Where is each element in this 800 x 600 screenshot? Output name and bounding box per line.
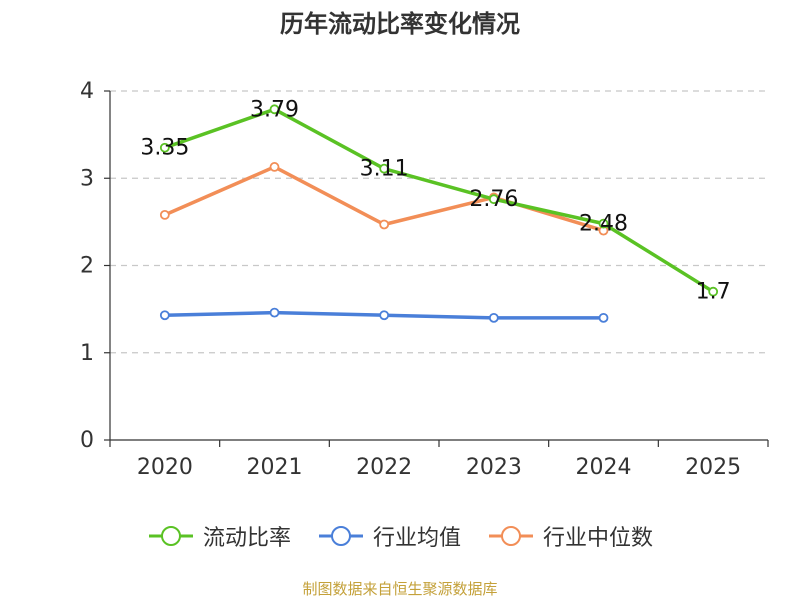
y-tick-label: 3 — [80, 166, 94, 191]
x-tick-label: 2022 — [356, 455, 412, 480]
legend-marker-industry-median — [489, 526, 533, 546]
y-tick-label: 4 — [80, 79, 94, 104]
x-tick-label: 2021 — [247, 455, 303, 480]
legend-marker-current-ratio — [148, 526, 193, 546]
data-point-1 — [488, 312, 499, 323]
x-tick-label: 2025 — [685, 455, 741, 480]
data-point-0 — [488, 194, 499, 205]
series-line-0 — [164, 107, 715, 294]
y-tick-label: 2 — [80, 254, 94, 279]
x-tick-label: 2023 — [466, 455, 522, 480]
x-tick-label: 2024 — [576, 455, 632, 480]
data-point-1 — [269, 307, 280, 318]
legend-label-current-ratio: 流动比率 — [202, 526, 291, 551]
data-point-0 — [269, 104, 280, 115]
data-point-2 — [379, 219, 390, 230]
legend: 流动比率 行业均值 行业中位数 — [0, 520, 800, 552]
chart-title: 历年流动比率变化情况 — [280, 10, 520, 38]
data-point-2 — [159, 209, 170, 220]
legend-item-industry-median[interactable]: 行业中位数 — [487, 520, 653, 552]
data-point-0 — [159, 142, 170, 153]
legend-label-industry-mean: 行业均值 — [372, 526, 461, 551]
y-tick-label: 1 — [80, 341, 94, 366]
data-point-0 — [379, 163, 390, 174]
legend-marker-industry-mean — [318, 526, 363, 546]
data-label: 2.76 — [469, 187, 518, 212]
data-point-0 — [598, 218, 609, 229]
data-point-1 — [379, 310, 390, 321]
legend-item-industry-mean[interactable]: 行业均值 — [317, 520, 461, 552]
data-label: 2.48 — [579, 212, 628, 237]
data-label: 3.79 — [250, 97, 299, 122]
data-point-0 — [708, 286, 719, 297]
data-point-1 — [159, 310, 170, 321]
x-tick-label: 2020 — [137, 455, 193, 480]
legend-label-industry-median: 行业中位数 — [543, 526, 654, 551]
legend-item-current-ratio[interactable]: 流动比率 — [147, 520, 291, 552]
data-point-1 — [598, 312, 609, 323]
data-label: 1.7 — [696, 280, 731, 305]
source-note: 制图数据来自恒生聚源数据库 — [302, 580, 498, 598]
data-label: 3.35 — [140, 136, 189, 161]
data-label: 3.11 — [360, 157, 409, 182]
y-tick-label: 0 — [80, 428, 94, 453]
data-point-2 — [269, 162, 280, 172]
